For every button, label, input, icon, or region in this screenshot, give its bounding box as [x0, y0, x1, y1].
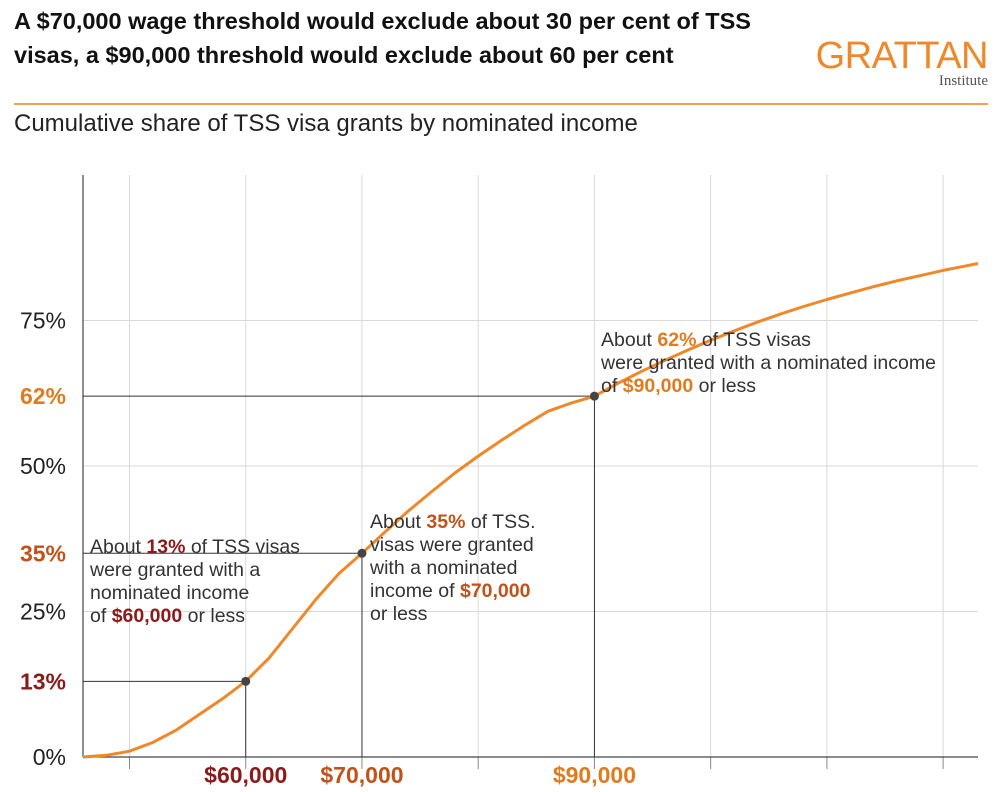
annotation-segment: of	[601, 375, 623, 397]
annotation-segment: or less	[370, 603, 428, 625]
annotation-segment: of TSS.	[465, 511, 535, 533]
x-tick-label: $70,000	[320, 762, 403, 788]
annotation-segment: About	[90, 536, 146, 558]
annotation-ann60: About 13% of TSS visas were granted with …	[89, 536, 300, 627]
y-tick-label: 35%	[20, 540, 66, 566]
annotation-segment: of TSS visas	[185, 536, 300, 558]
y-tick-label: 0%	[33, 744, 66, 770]
chart-subtitle: Cumulative share of TSS visa grants by n…	[14, 110, 638, 137]
annotation-segment: nominated income	[90, 582, 249, 604]
y-tick-label: 25%	[20, 599, 66, 625]
annotation-segment: About	[370, 511, 426, 533]
annotation-ann70: About 35% of TSS. visas were granted with …	[369, 511, 536, 625]
chart-title: A $70,000 wage threshold would exclude a…	[14, 8, 751, 68]
x-tick-label: $60,000	[204, 762, 287, 788]
annotation-segment: $90,000	[623, 375, 694, 397]
annotation-segment: $70,000	[460, 580, 531, 602]
annotation-segment: of TSS visas	[696, 329, 811, 351]
annotation-ann90: About 62% of TSS visas were granted with …	[600, 329, 936, 397]
y-tick-label: 62%	[20, 383, 66, 409]
x-tick-label: $90,000	[553, 762, 636, 788]
annotation-segment: 35%	[426, 511, 465, 533]
header-rule	[14, 103, 988, 105]
annotation-segment: 13%	[146, 536, 185, 558]
cumulative-share-line	[82, 262, 979, 759]
annotation-segment: $60,000	[112, 605, 183, 627]
logo-subtext: Institute	[938, 73, 988, 89]
annotation-segment: or less	[182, 605, 245, 627]
annotation-segment: About	[601, 329, 657, 351]
y-tick-label: 50%	[20, 453, 66, 479]
highlight-point	[357, 548, 367, 558]
grattan-logo: GRATTAN Institute	[815, 35, 989, 89]
y-tick-label: 13%	[20, 668, 66, 694]
annotation-segment: were granted with a nominated income	[600, 352, 936, 374]
annotation-segment: visas were granted	[370, 534, 534, 556]
highlight-point	[589, 391, 599, 401]
annotation-segment: income of	[370, 580, 460, 602]
logo-wordmark: GRATTAN	[815, 35, 989, 77]
annotation-segment: or less	[693, 375, 756, 397]
annotation-segment: 62%	[657, 329, 696, 351]
y-tick-label: 75%	[20, 308, 66, 334]
annotation-segment: with a nominated	[369, 557, 517, 579]
annotation-segment: of	[90, 605, 112, 627]
highlight-point	[241, 676, 251, 686]
annotation-segment: were granted with a	[89, 559, 260, 581]
